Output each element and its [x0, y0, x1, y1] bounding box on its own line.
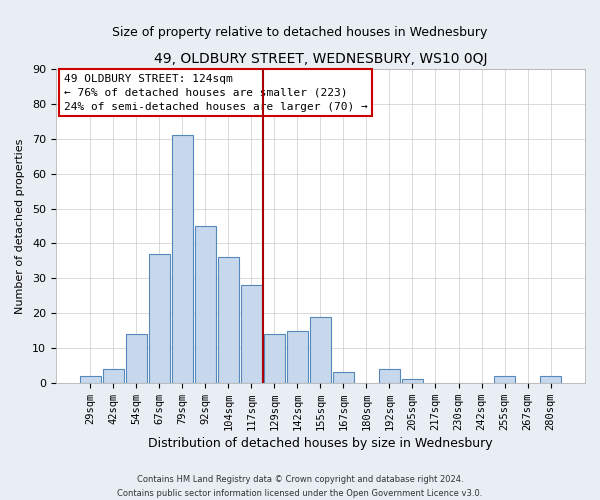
Bar	[218, 258, 239, 383]
X-axis label: Distribution of detached houses by size in Wednesbury: Distribution of detached houses by size …	[148, 437, 493, 450]
Bar	[103, 369, 124, 383]
Bar	[540, 376, 561, 383]
Bar	[333, 372, 354, 383]
Bar	[402, 380, 423, 383]
Bar	[80, 376, 101, 383]
Title: 49, OLDBURY STREET, WEDNESBURY, WS10 0QJ: 49, OLDBURY STREET, WEDNESBURY, WS10 0QJ	[154, 52, 487, 66]
Bar	[264, 334, 285, 383]
Text: Size of property relative to detached houses in Wednesbury: Size of property relative to detached ho…	[112, 26, 488, 39]
Bar	[494, 376, 515, 383]
Bar	[172, 136, 193, 383]
Bar	[149, 254, 170, 383]
Y-axis label: Number of detached properties: Number of detached properties	[15, 138, 25, 314]
Bar	[310, 316, 331, 383]
Bar	[126, 334, 146, 383]
Text: 49 OLDBURY STREET: 124sqm
← 76% of detached houses are smaller (223)
24% of semi: 49 OLDBURY STREET: 124sqm ← 76% of detac…	[64, 74, 367, 112]
Text: Contains HM Land Registry data © Crown copyright and database right 2024.
Contai: Contains HM Land Registry data © Crown c…	[118, 476, 482, 498]
Bar	[287, 330, 308, 383]
Bar	[241, 285, 262, 383]
Bar	[379, 369, 400, 383]
Bar	[195, 226, 215, 383]
